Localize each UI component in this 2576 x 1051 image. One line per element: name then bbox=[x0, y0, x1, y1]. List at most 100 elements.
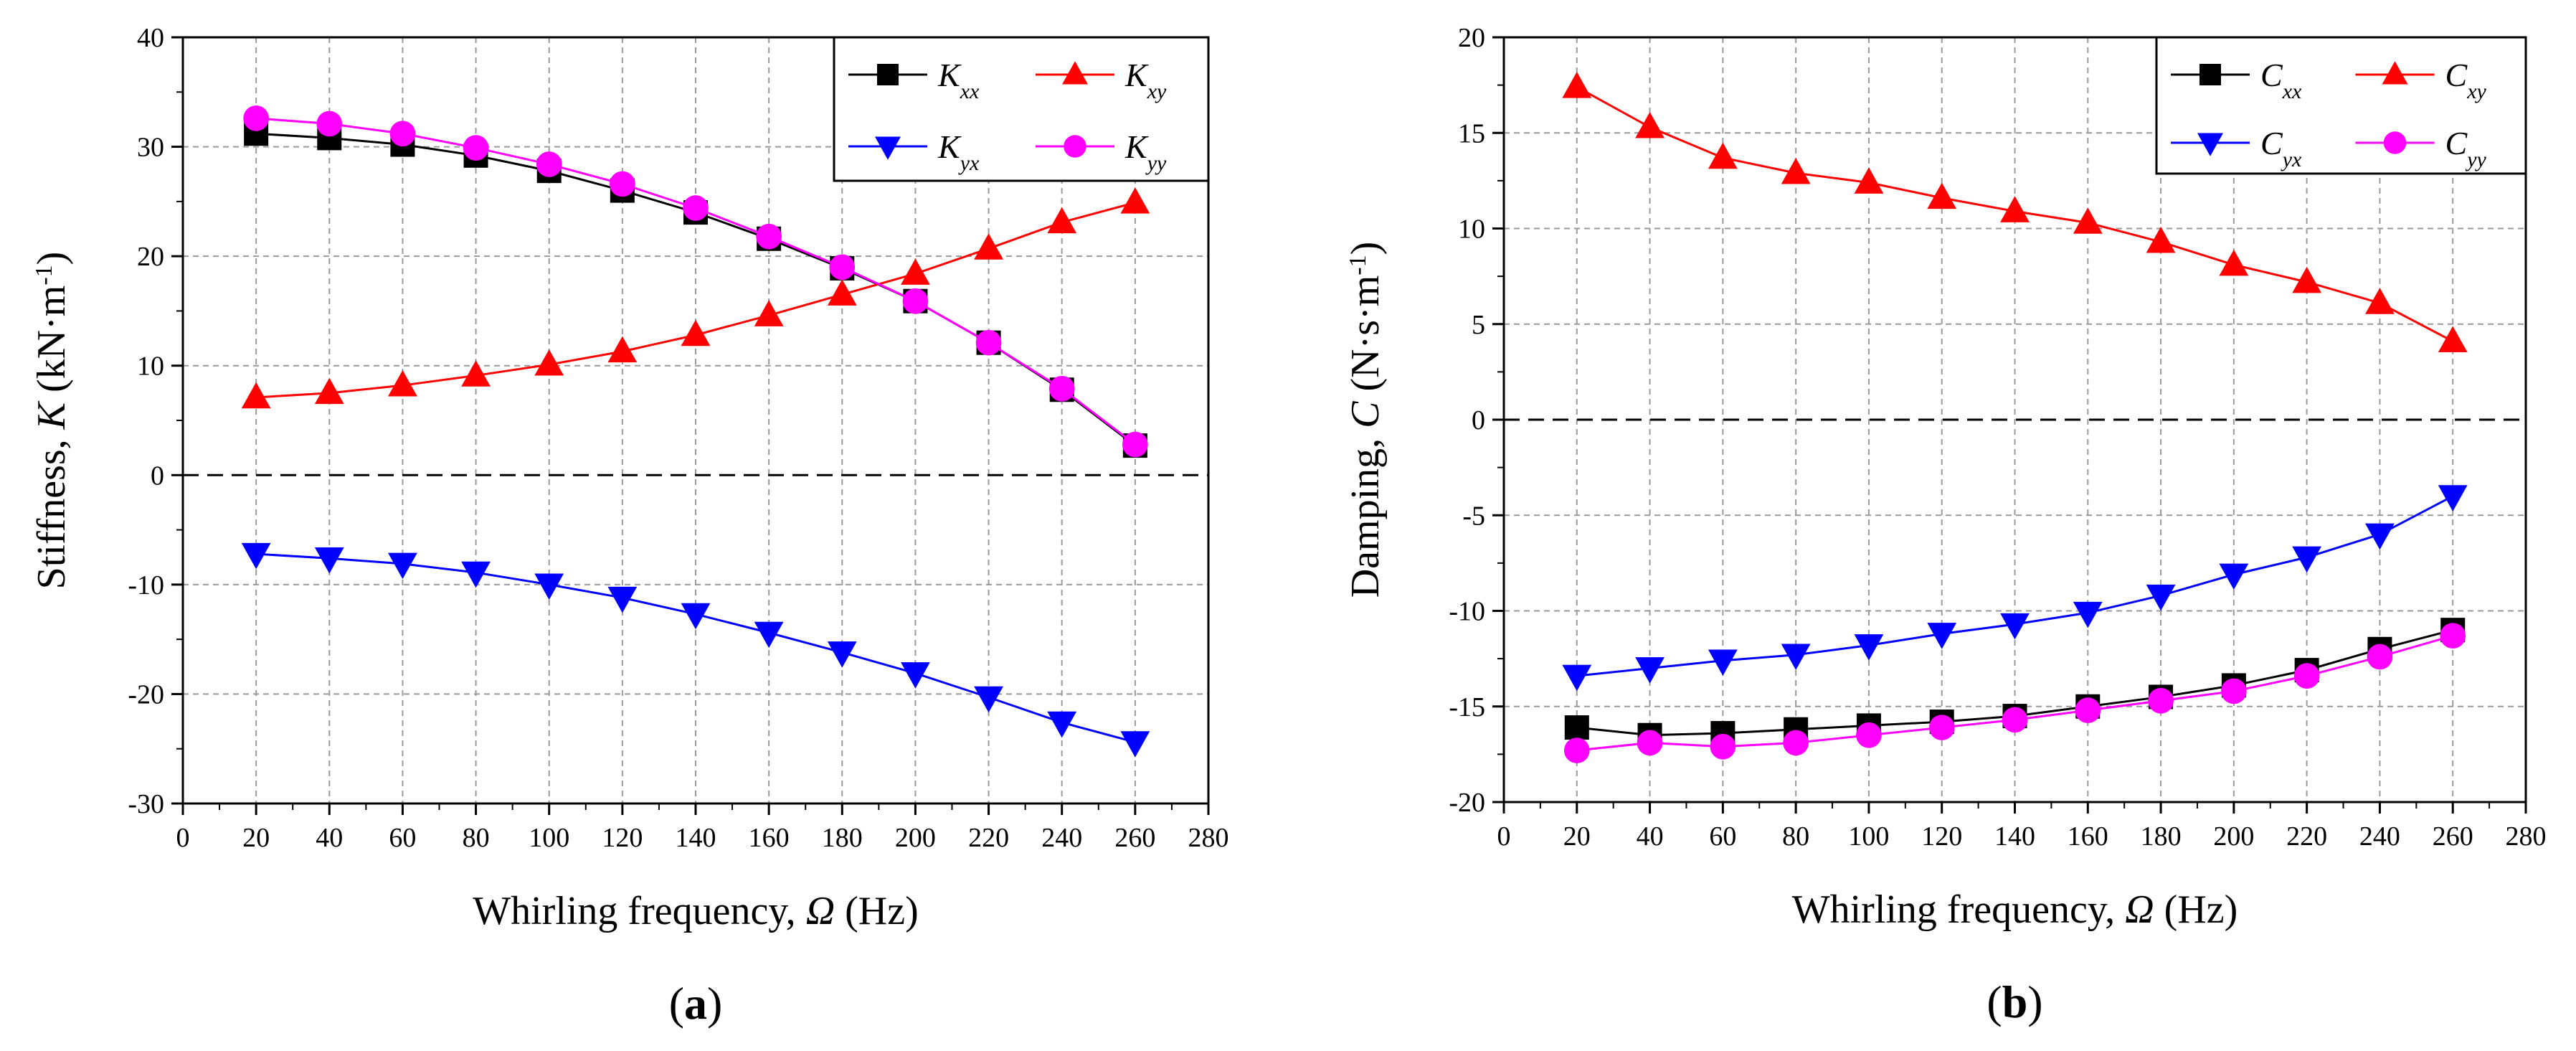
data-point bbox=[1783, 730, 1809, 756]
x-axis-title-symbol: Ω bbox=[2125, 887, 2154, 932]
data-point bbox=[241, 542, 271, 570]
data-point bbox=[681, 603, 711, 630]
legend-label: Cyy bbox=[2445, 125, 2487, 171]
x-tick-label: 60 bbox=[1709, 821, 1736, 852]
y-axis-title-exponent: -1 bbox=[1345, 255, 1371, 275]
panel-label: (a) bbox=[669, 978, 723, 1029]
data-point bbox=[1781, 644, 1811, 671]
x-tick-label: 240 bbox=[2359, 821, 2400, 852]
legend-label-base: K bbox=[1124, 57, 1149, 93]
data-point bbox=[901, 258, 930, 285]
data-point bbox=[1563, 737, 1590, 763]
data-point bbox=[2148, 687, 2174, 714]
data-point bbox=[1047, 207, 1077, 234]
x-tick-label: 140 bbox=[676, 823, 716, 853]
y-axis-title: Stiffness, K (kN·m-1) bbox=[29, 252, 74, 590]
x-axis-title-prefix: Whirling frequency, bbox=[1792, 887, 2125, 932]
data-point bbox=[607, 336, 638, 363]
series-c-xy bbox=[1562, 72, 2468, 353]
y-tick-label: 30 bbox=[137, 133, 164, 163]
legend-label: Kyx bbox=[937, 128, 980, 175]
x-tick-label: 280 bbox=[2506, 821, 2547, 852]
y-axis-title-unit-close: ) bbox=[29, 252, 74, 265]
legend-item: Kxy bbox=[1036, 57, 1167, 103]
x-axis-title-suffix: (Hz) bbox=[835, 889, 919, 933]
x-tick-label: 200 bbox=[2213, 821, 2254, 852]
x-tick-label: 120 bbox=[602, 823, 643, 853]
x-tick-label: 200 bbox=[895, 823, 936, 853]
series-k-yx bbox=[241, 542, 1150, 758]
x-tick-label: 40 bbox=[1637, 821, 1664, 852]
data-point bbox=[2367, 644, 2393, 670]
data-point bbox=[607, 586, 638, 613]
y-tick-label: 5 bbox=[1472, 310, 1485, 340]
legend-marker bbox=[875, 136, 901, 160]
y-tick-label: 10 bbox=[137, 352, 164, 382]
legend-label-base: K bbox=[1124, 128, 1149, 165]
data-point bbox=[974, 686, 1003, 713]
y-tick-label: -15 bbox=[1449, 692, 1485, 722]
data-point bbox=[2292, 546, 2322, 573]
legend-label-base: K bbox=[937, 128, 962, 165]
legend-item: Kyx bbox=[848, 128, 980, 175]
legend-marker bbox=[2197, 133, 2223, 156]
data-point bbox=[1708, 142, 1738, 169]
x-tick-label: 100 bbox=[1848, 821, 1889, 852]
data-point bbox=[2073, 601, 2103, 628]
data-point bbox=[2219, 249, 2249, 276]
legend-marker bbox=[1064, 135, 1086, 158]
data-point bbox=[2221, 678, 2247, 704]
data-point bbox=[1928, 715, 1955, 740]
data-point bbox=[314, 377, 344, 405]
y-axis-title-prefix: Damping, bbox=[1343, 428, 1388, 598]
data-point bbox=[2073, 207, 2103, 234]
series-k-xy bbox=[241, 187, 1150, 409]
x-tick-label: 140 bbox=[1994, 821, 2035, 852]
data-point bbox=[1635, 657, 1665, 684]
x-tick-label: 80 bbox=[1782, 821, 1809, 852]
data-point bbox=[1564, 715, 1589, 740]
legend-label-sub: yy bbox=[2465, 148, 2486, 171]
x-tick-label: 180 bbox=[2141, 821, 2182, 852]
data-point bbox=[829, 254, 856, 281]
y-tick-label: -30 bbox=[128, 789, 164, 819]
legend-label: Cyx bbox=[2260, 125, 2302, 171]
legend-box bbox=[2155, 36, 2527, 175]
y-axis-title-unit-close: ) bbox=[1343, 242, 1388, 255]
legend: Cxx Cxy Cyx Cyy bbox=[2155, 36, 2527, 175]
data-point bbox=[1927, 182, 1957, 209]
legend-label-sub: xy bbox=[2466, 80, 2486, 103]
data-point bbox=[1120, 187, 1150, 214]
panel-label: (b) bbox=[1987, 976, 2042, 1027]
data-point bbox=[1120, 731, 1150, 758]
panel-label-close: ) bbox=[2027, 976, 2042, 1027]
data-point bbox=[536, 151, 562, 177]
y-tick-label: 0 bbox=[1472, 405, 1485, 435]
data-point bbox=[974, 233, 1003, 260]
panel-label-letter: b bbox=[2002, 976, 2028, 1027]
legend-item: Kyy bbox=[1036, 128, 1167, 175]
y-tick-label: 40 bbox=[137, 23, 164, 53]
panel-label-letter: a bbox=[684, 978, 707, 1029]
legend-label-sub: xx bbox=[2282, 80, 2302, 103]
x-tick-label: 180 bbox=[822, 823, 863, 853]
legend-label-base: C bbox=[2445, 57, 2468, 93]
x-tick-label: 0 bbox=[1497, 821, 1511, 852]
x-tick-label: 40 bbox=[316, 823, 343, 853]
legend-item: Cxx bbox=[2171, 57, 2302, 103]
data-point bbox=[2438, 485, 2468, 512]
data-point bbox=[1562, 72, 1592, 98]
x-tick-label: 20 bbox=[242, 823, 270, 853]
data-point bbox=[683, 195, 709, 221]
y-tick-label: -20 bbox=[128, 679, 164, 710]
x-axis-title: Whirling frequency, Ω (Hz) bbox=[473, 889, 919, 933]
x-axis-title-symbol: Ω bbox=[806, 889, 835, 933]
y-axis-title-prefix: Stiffness, bbox=[29, 429, 74, 589]
panel-label-open: ( bbox=[1987, 976, 2002, 1027]
series-c-yy bbox=[1563, 623, 2466, 763]
data-point bbox=[1048, 375, 1075, 402]
data-point bbox=[2000, 613, 2030, 640]
y-axis: -20 -15 -10 -5 0 5 10 15 20 bbox=[1449, 23, 1504, 818]
legend-label: Kyy bbox=[1124, 128, 1167, 175]
